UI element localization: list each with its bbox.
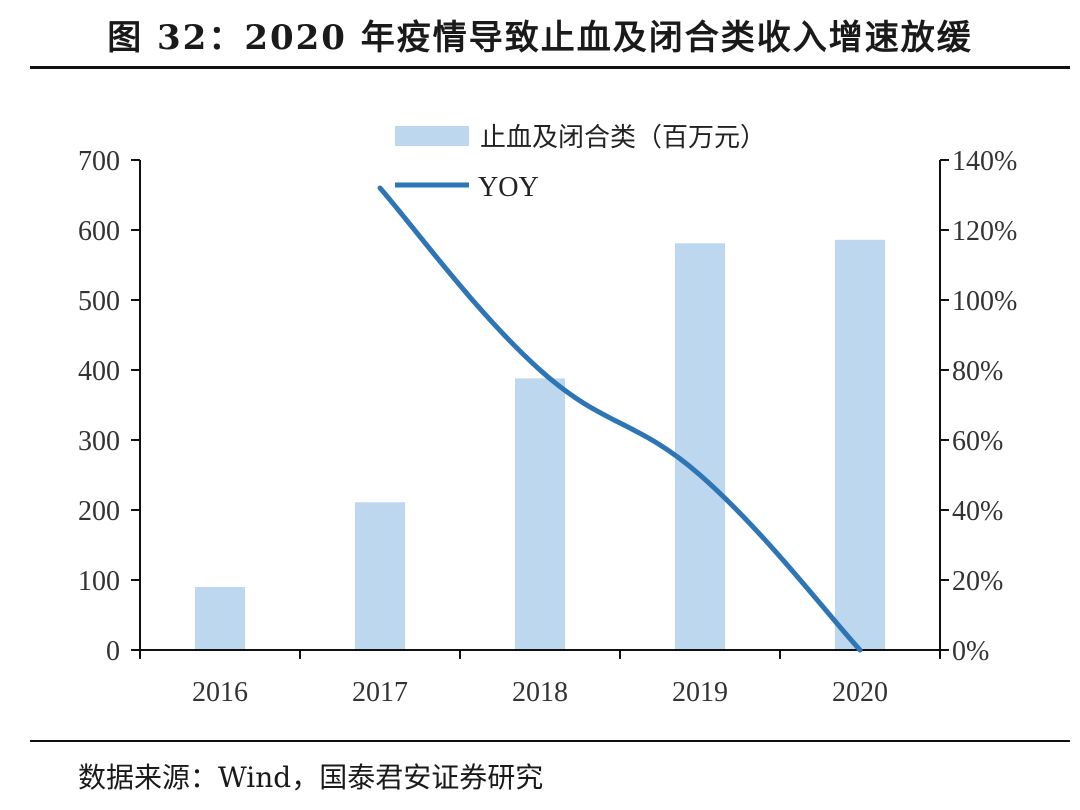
x-tick-label: 2020	[832, 677, 888, 708]
right-tick-label: 140%	[952, 146, 1017, 177]
legend-swatch-bar	[395, 126, 469, 146]
left-tick-label: 0	[106, 636, 120, 667]
bar-2017	[355, 502, 405, 650]
yoy-line	[377, 185, 863, 653]
right-tick-label: 60%	[952, 426, 1003, 457]
left-tick-label: 200	[78, 496, 120, 527]
right-tick-label: 120%	[952, 216, 1017, 247]
x-tick-label: 2018	[512, 677, 568, 708]
source-note: 数据来源：Wind，国泰君安证券研究	[78, 761, 544, 794]
right-tick-label: 100%	[952, 286, 1017, 317]
right-tick-label: 0%	[952, 636, 989, 667]
left-tick-label: 500	[78, 286, 120, 317]
bar-2016	[195, 587, 245, 650]
legend-label-line: YOY	[478, 172, 539, 203]
x-tick-label: 2017	[352, 677, 408, 708]
bar-2018	[515, 378, 565, 650]
x-tick-label: 2016	[192, 677, 248, 708]
combo-chart: 0 100 200 300 400 500 600 700 0% 20% 40% 60% 80% 100%…	[78, 123, 1017, 708]
left-tick-label: 100	[78, 566, 120, 597]
footer-rule	[30, 740, 1070, 742]
right-tick-label: 20%	[952, 566, 1003, 597]
bar-2019	[675, 243, 725, 651]
right-tick-label: 80%	[952, 356, 1003, 387]
left-tick-label: 400	[78, 356, 120, 387]
left-tick-label: 700	[78, 146, 120, 177]
title-rule	[30, 66, 1070, 69]
right-tick-label: 40%	[952, 496, 1003, 527]
figure-title: 图 32：2020 年疫情导致止血及闭合类收入增速放缓	[107, 18, 973, 58]
left-tick-label: 600	[78, 216, 120, 247]
bar-2020	[835, 239, 885, 651]
left-tick-label: 300	[78, 426, 120, 457]
x-tick-label: 2019	[672, 677, 728, 708]
legend-label-bar: 止血及闭合类（百万元）	[480, 123, 766, 153]
